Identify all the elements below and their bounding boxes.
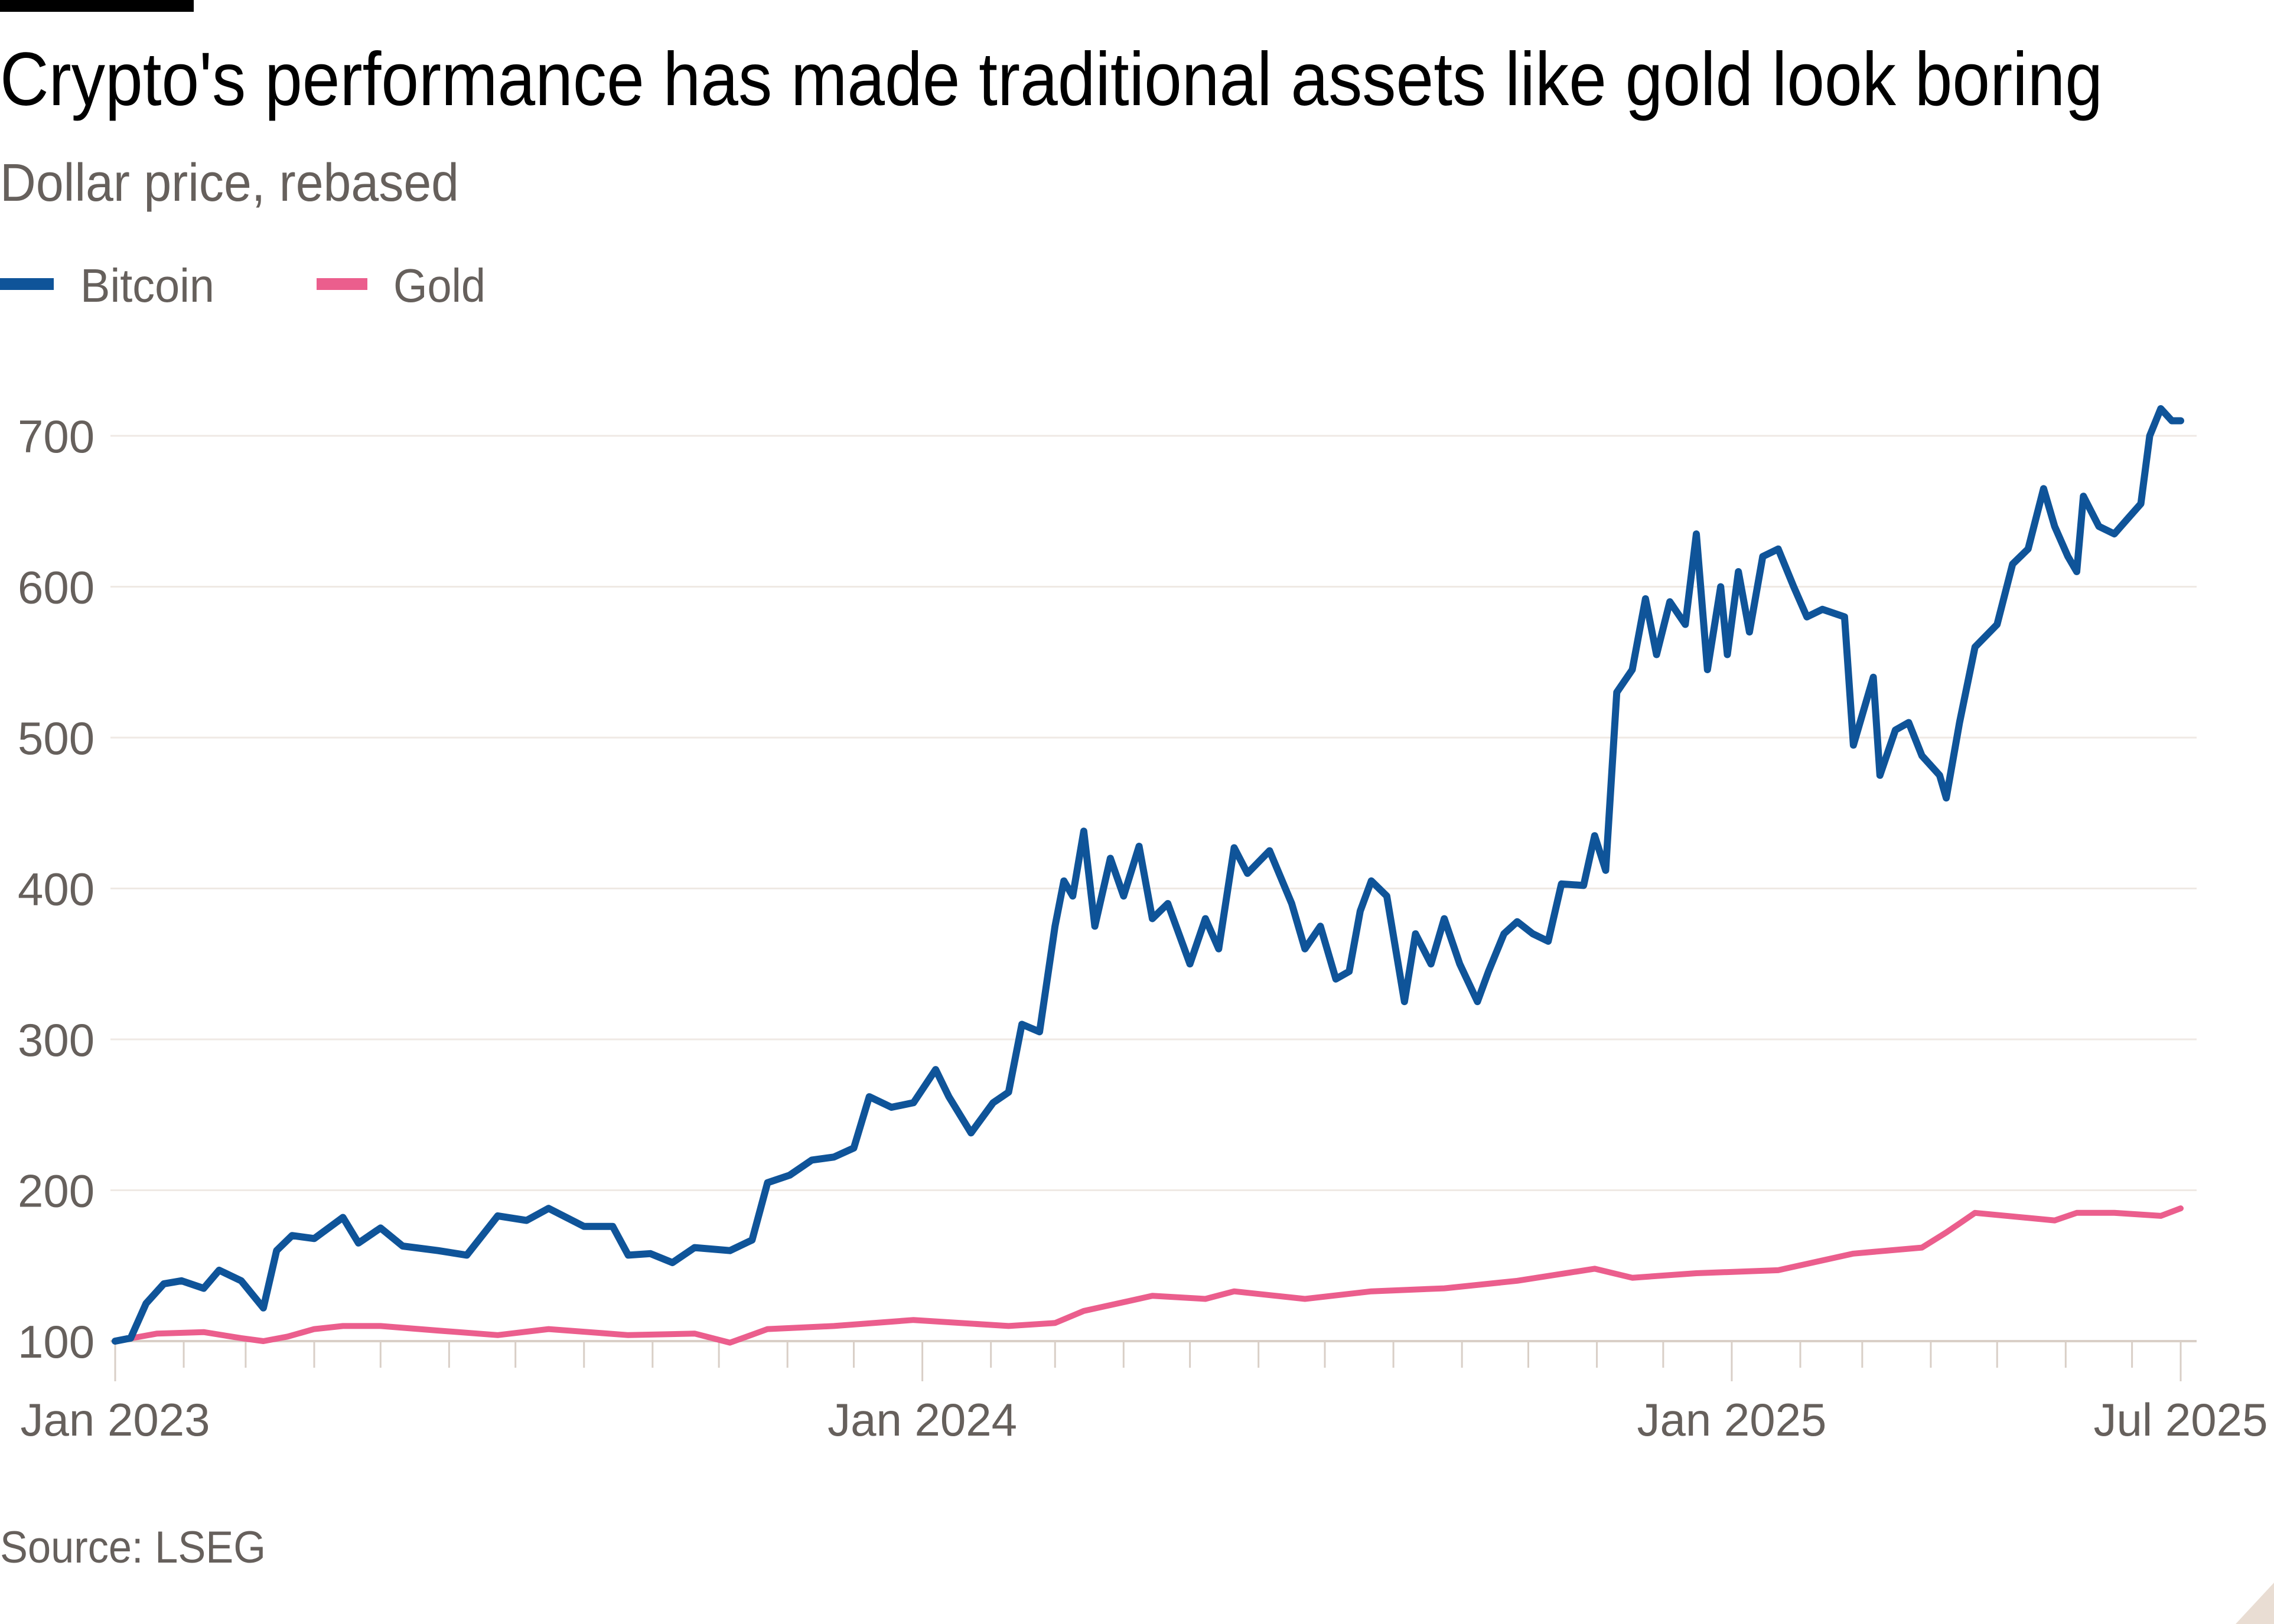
gridlines: [110, 435, 2197, 1342]
series-lines: [112, 405, 2184, 1346]
legend: Bitcoin Gold: [0, 259, 486, 312]
legend-swatch-gold: [317, 278, 367, 290]
y-tick-label: 300: [18, 1014, 95, 1066]
y-axis: 100 200 300 400 500 600 700: [18, 410, 95, 1368]
series-line-bitcoin: [112, 405, 2184, 1345]
chart-title: Crypto's performance has made traditiona…: [0, 37, 2103, 122]
legend-swatch-bitcoin: [0, 278, 54, 290]
legend-label-gold: Gold: [393, 259, 486, 312]
x-tick-label: Jan 2025: [1637, 1394, 1826, 1446]
brand-bar: [0, 0, 194, 12]
y-tick-label: 700: [18, 410, 95, 462]
x-tick-label: Jan 2024: [827, 1394, 1017, 1446]
y-tick-label: 200: [18, 1165, 95, 1217]
x-tick-label: Jan 2023: [21, 1394, 210, 1446]
chart-subtitle: Dollar price, rebased: [0, 154, 459, 213]
corner-fold: [2236, 1583, 2274, 1624]
series-line-gold: [112, 1205, 2184, 1346]
x-tick-label: Jul 2025: [2094, 1394, 2268, 1446]
legend-label-bitcoin: Bitcoin: [80, 259, 214, 312]
source-note: Source: LSEG: [0, 1522, 266, 1573]
y-tick-label: 600: [18, 562, 95, 614]
x-axis: Jan 2023 Jan 2024 Jan 2025 Jul 2025: [21, 1341, 2268, 1446]
y-tick-label: 100: [18, 1316, 95, 1368]
y-tick-label: 500: [18, 712, 95, 764]
y-tick-label: 400: [18, 863, 95, 915]
